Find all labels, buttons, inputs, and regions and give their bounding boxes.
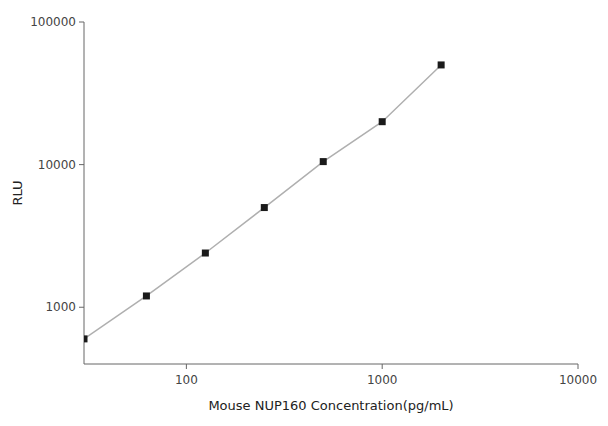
x-tick — [578, 364, 579, 369]
y-axis-label: RLU — [10, 180, 25, 205]
x-axis-label: Mouse NUP160 Concentration(pg/mL) — [208, 398, 453, 413]
data-point — [438, 61, 445, 68]
y-tick — [79, 22, 84, 23]
chart-container: 100 1000 10000 1000 10000 100000 Mouse NUP160 … — [0, 0, 608, 426]
y-tick-label: 100000 — [30, 15, 76, 29]
y-tick — [79, 307, 84, 308]
y-tick — [79, 164, 84, 165]
data-point — [320, 158, 327, 165]
data-point — [379, 118, 386, 125]
data-point — [143, 292, 150, 299]
data-point — [202, 250, 209, 257]
x-tick-label: 10000 — [559, 373, 597, 387]
y-axis-line — [84, 22, 85, 364]
x-axis-line — [84, 364, 578, 365]
y-tick-label: 1000 — [45, 300, 76, 314]
x-tick-label: 1000 — [367, 373, 398, 387]
x-tick — [186, 364, 187, 369]
plot-area — [84, 61, 445, 342]
data-point — [261, 204, 268, 211]
chart-svg: 100 1000 10000 1000 10000 100000 Mouse NUP160 … — [0, 0, 608, 426]
axes: 100 1000 10000 1000 10000 100000 — [30, 15, 597, 387]
data-point — [84, 335, 88, 342]
data-line — [84, 65, 441, 339]
x-tick — [382, 364, 383, 369]
y-tick-label: 10000 — [38, 158, 76, 172]
x-tick-label: 100 — [175, 373, 198, 387]
